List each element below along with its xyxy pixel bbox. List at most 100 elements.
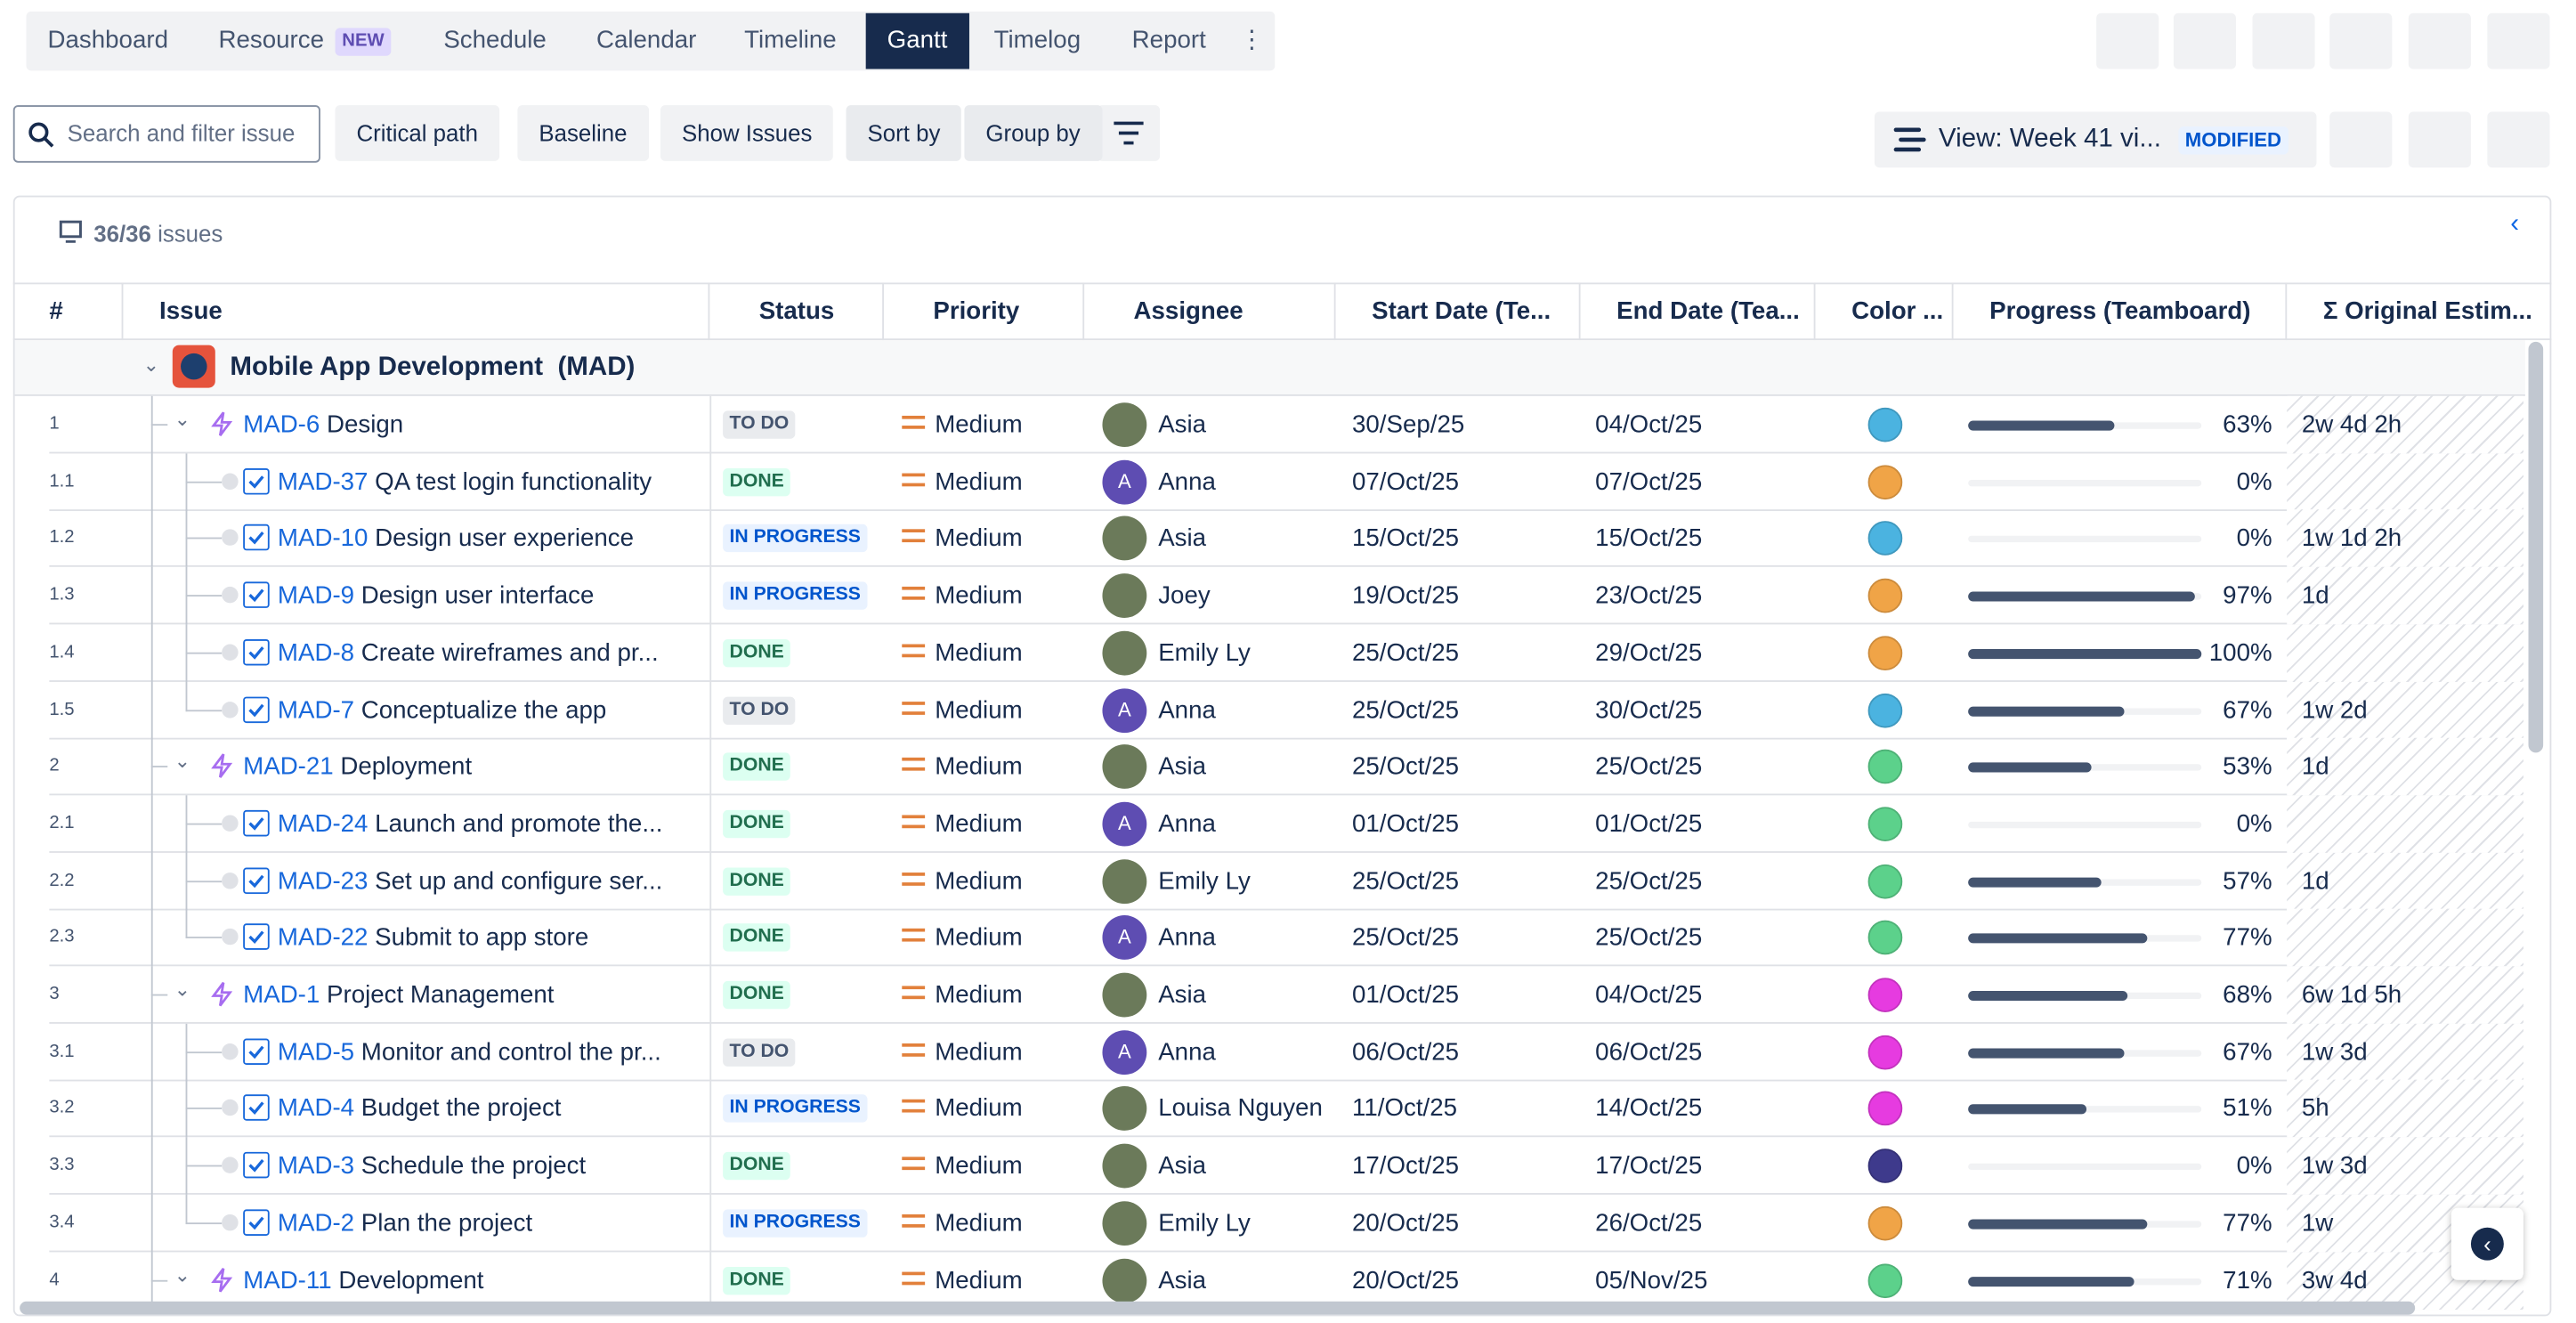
status[interactable]: DONE <box>723 866 791 896</box>
issue-key[interactable]: MAD-24 <box>277 809 369 839</box>
nav-tab[interactable]: Gantt <box>865 12 969 69</box>
column-header[interactable]: Progress (Teamboard) <box>1954 282 2288 341</box>
issue[interactable]: MAD-1 Project Management <box>243 966 725 1024</box>
issue[interactable]: MAD-23 Set up and configure ser... <box>278 852 725 910</box>
status[interactable]: DONE <box>723 1266 791 1295</box>
nav-tab[interactable]: Dashboard <box>27 13 190 69</box>
issue-key[interactable]: MAD-5 <box>277 1037 355 1067</box>
type-icon <box>243 866 270 894</box>
nav-tab[interactable]: Calendar <box>575 13 717 69</box>
progress-label: 53% <box>2223 752 2272 782</box>
issue[interactable]: MAD-4 Budget the project <box>278 1080 725 1138</box>
status[interactable]: DONE <box>723 752 791 782</box>
icon-button[interactable] <box>2408 111 2471 168</box>
icon-button[interactable] <box>2173 12 2236 69</box>
collapse[interactable]: ⌄ <box>174 1262 191 1286</box>
issue-key[interactable]: MAD-2 <box>277 1209 355 1238</box>
icon-button[interactable] <box>2487 111 2550 168</box>
nav-tab[interactable]: Timelog <box>973 13 1102 69</box>
column-header[interactable]: Start Date (Te... <box>1336 282 1581 341</box>
tree-dot <box>222 815 239 832</box>
issue-key[interactable]: MAD-37 <box>277 467 369 496</box>
issue[interactable]: MAD-11 Development <box>243 1252 725 1310</box>
issue-key[interactable]: MAD-9 <box>277 581 355 610</box>
more-menu[interactable]: ⋮ <box>1239 26 1265 54</box>
issue[interactable]: MAD-8 Create wireframes and pr... <box>278 624 725 682</box>
collapse-panel[interactable]: ‹ <box>2510 210 2520 239</box>
status[interactable]: DONE <box>723 923 791 953</box>
icon-button[interactable] <box>2329 111 2393 168</box>
column-header[interactable]: Status <box>709 282 884 341</box>
icon-button[interactable] <box>2487 12 2550 69</box>
h-scrollbar[interactable] <box>20 1301 2416 1315</box>
issue[interactable]: MAD-22 Submit to app store <box>278 909 725 967</box>
issue[interactable]: MAD-3 Schedule the project <box>278 1137 725 1195</box>
issue-key[interactable]: MAD-23 <box>277 866 369 896</box>
header-label: Σ Original Estim... <box>2322 297 2532 326</box>
issue[interactable]: MAD-2 Plan the project <box>278 1194 725 1252</box>
issue-key[interactable]: MAD-10 <box>277 524 369 553</box>
avatar: A <box>1102 915 1147 961</box>
toolbar-button[interactable]: Baseline <box>517 105 649 161</box>
issue-key[interactable]: MAD-4 <box>277 1094 355 1124</box>
status[interactable]: TO DO <box>723 1037 796 1067</box>
toolbar-button[interactable]: Show Issues <box>660 105 834 161</box>
collapse[interactable]: ⌄ <box>174 407 191 431</box>
issue[interactable]: MAD-5 Monitor and control the pr... <box>278 1023 725 1081</box>
status[interactable]: TO DO <box>723 410 796 439</box>
collapse[interactable]: ⌄ <box>174 749 191 773</box>
issue-key[interactable]: MAD-3 <box>277 1152 355 1181</box>
column-header[interactable]: Color ... <box>1815 282 1954 341</box>
status[interactable]: IN PROGRESS <box>723 1209 868 1238</box>
issue-key[interactable]: MAD-1 <box>243 980 320 1010</box>
icon-button[interactable] <box>2096 12 2159 69</box>
issue[interactable]: MAD-21 Deployment <box>243 738 725 796</box>
issue[interactable]: MAD-10 Design user experience <box>278 510 725 568</box>
status[interactable]: DONE <box>723 980 791 1010</box>
toolbar-button[interactable]: Critical path <box>335 105 499 161</box>
column-header[interactable]: End Date (Tea... <box>1581 282 1816 341</box>
view-selector[interactable]: View: Week 41 vi... MODIFIED <box>1874 111 2317 168</box>
v-scrollbar[interactable] <box>2528 341 2544 753</box>
filter-button[interactable] <box>1097 105 1161 161</box>
status[interactable]: DONE <box>723 467 791 496</box>
issue[interactable]: MAD-7 Conceptualize the app <box>278 681 725 739</box>
issue-key[interactable]: MAD-6 <box>243 410 320 439</box>
issue-key[interactable]: MAD-7 <box>277 695 355 725</box>
issue[interactable]: MAD-24 Launch and promote the... <box>278 795 725 853</box>
nav-tab[interactable]: Timeline <box>723 13 858 69</box>
status[interactable]: TO DO <box>723 695 796 725</box>
status[interactable]: DONE <box>723 1152 791 1181</box>
column-header[interactable]: # <box>13 282 124 341</box>
expand-gantt[interactable]: ‹ <box>2450 1207 2523 1280</box>
column-header[interactable]: Issue <box>123 282 710 341</box>
row-divider <box>49 1136 2523 1138</box>
status[interactable]: IN PROGRESS <box>723 581 868 610</box>
issue[interactable]: MAD-6 Design <box>243 396 725 454</box>
collapse[interactable]: ⌄ <box>174 978 191 1002</box>
search-box[interactable]: Search and filter issue <box>12 105 320 163</box>
toolbar-button[interactable]: Sort by <box>846 105 962 161</box>
nav-tab[interactable]: Resource NEW <box>197 13 412 69</box>
issue[interactable]: MAD-37 QA test login functionality <box>278 453 725 511</box>
icon-button[interactable] <box>2329 12 2393 69</box>
nav-tab[interactable]: Schedule <box>422 13 567 69</box>
nav-tab[interactable]: Report <box>1111 13 1227 69</box>
icon-button[interactable] <box>2252 12 2315 69</box>
issue-key[interactable]: MAD-8 <box>277 638 355 667</box>
toolbar-button[interactable]: Group by <box>964 105 1102 161</box>
status[interactable]: DONE <box>723 638 791 667</box>
issue-key[interactable]: MAD-22 <box>277 923 369 953</box>
icon-button[interactable] <box>2408 12 2471 69</box>
column-header[interactable]: Σ Original Estim... <box>2287 282 2547 340</box>
col-divider <box>709 681 712 739</box>
status[interactable]: IN PROGRESS <box>723 1094 868 1124</box>
count: 36/36 <box>93 220 151 247</box>
status[interactable]: DONE <box>723 809 791 839</box>
column-header[interactable]: Assignee <box>1084 282 1336 341</box>
issue-key[interactable]: MAD-21 <box>243 752 334 782</box>
column-header[interactable]: Priority <box>884 282 1085 341</box>
issue[interactable]: MAD-9 Design user interface <box>278 567 725 625</box>
status[interactable]: IN PROGRESS <box>723 524 868 553</box>
issue-key[interactable]: MAD-11 <box>243 1266 332 1295</box>
